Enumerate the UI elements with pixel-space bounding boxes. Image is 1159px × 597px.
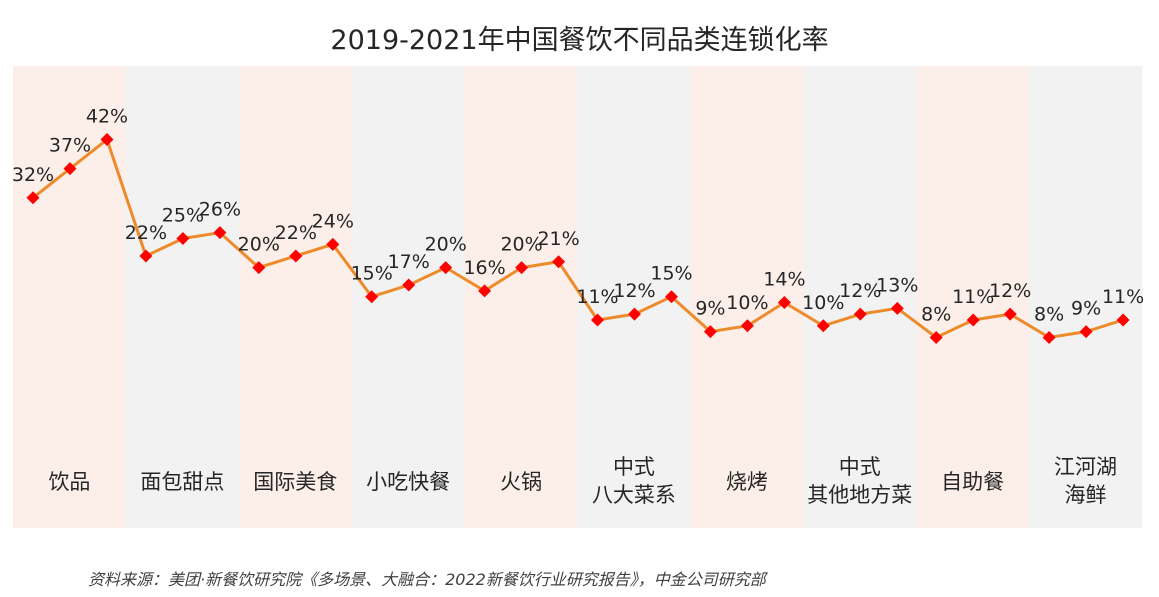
chart-title: 2019-2021年中国餐饮不同品类连锁化率 — [330, 25, 829, 56]
data-point-marker — [289, 249, 303, 263]
category-label: 中式 — [613, 455, 655, 479]
data-label: 20% — [500, 234, 542, 256]
data-point-marker — [63, 162, 77, 176]
data-point-marker — [439, 261, 453, 275]
data-label: 8% — [1034, 303, 1064, 325]
data-point-marker — [703, 325, 717, 339]
data-label: 42% — [86, 106, 128, 128]
category-label: 国际美食 — [253, 470, 337, 494]
data-label: 9% — [695, 298, 725, 320]
data-label: 8% — [921, 303, 951, 325]
data-point-marker — [816, 319, 830, 333]
data-label: 32% — [12, 164, 54, 186]
data-label: 22% — [275, 222, 317, 244]
data-point-marker — [100, 133, 114, 147]
data-label: 9% — [1071, 298, 1101, 320]
data-point-marker — [929, 330, 943, 344]
data-point-marker — [890, 301, 904, 315]
category-label: 面包甜点 — [140, 470, 224, 494]
category-label: 海鲜 — [1065, 483, 1107, 507]
data-label: 22% — [125, 222, 167, 244]
data-point-marker — [139, 249, 153, 263]
data-point-marker — [591, 313, 604, 327]
data-point-marker — [1079, 325, 1093, 339]
data-point-marker — [402, 278, 416, 292]
data-label: 12% — [839, 280, 881, 302]
data-point-marker — [365, 290, 379, 304]
data-point-marker — [26, 191, 40, 205]
data-label: 15% — [351, 263, 393, 285]
category-band — [464, 66, 578, 528]
data-label: 17% — [388, 251, 430, 273]
data-label: 11% — [1102, 286, 1144, 308]
category-label: 火锅 — [500, 470, 542, 494]
data-label: 13% — [876, 274, 918, 296]
data-point-marker — [740, 319, 754, 333]
data-point-marker — [1116, 313, 1130, 327]
data-point-marker — [966, 313, 980, 327]
data-label: 20% — [425, 234, 467, 256]
category-label: 烧烤 — [726, 470, 768, 494]
data-point-marker — [252, 261, 266, 275]
data-point-marker — [777, 296, 791, 310]
category-label: 自助餐 — [941, 470, 1004, 494]
data-point-marker — [1003, 307, 1017, 321]
category-label: 小吃快餐 — [366, 470, 450, 494]
category-label: 饮品 — [48, 470, 90, 494]
data-label: 26% — [199, 199, 241, 221]
data-point-marker — [1042, 330, 1056, 344]
category-label: 八大菜系 — [592, 483, 676, 507]
data-point-marker — [552, 255, 566, 269]
data-label: 20% — [238, 234, 280, 256]
data-point-marker — [515, 261, 529, 275]
category-label: 其他地方菜 — [807, 483, 912, 507]
category-label: 江河湖 — [1054, 455, 1117, 479]
data-point-marker — [853, 307, 867, 321]
category-band — [125, 66, 240, 528]
data-label: 15% — [650, 263, 692, 285]
data-label: 14% — [763, 269, 805, 291]
data-label: 12% — [989, 280, 1031, 302]
data-label: 24% — [312, 210, 354, 232]
data-point-marker — [628, 307, 641, 321]
data-point-marker — [478, 284, 492, 298]
data-label: 12% — [613, 280, 655, 302]
data-label: 37% — [49, 135, 91, 157]
data-label: 10% — [802, 292, 844, 314]
data-label: 11% — [952, 286, 994, 308]
data-label: 21% — [537, 228, 579, 250]
source-note: 资料来源：美团·新餐饮研究院《多场景、大融合：2022新餐饮行业研究报告》，中金… — [88, 570, 766, 589]
data-point-marker — [176, 232, 190, 245]
category-band — [1029, 66, 1143, 528]
data-label: 10% — [726, 292, 768, 314]
series-line — [32, 138, 1124, 339]
data-point-marker — [326, 237, 340, 251]
data-label: 16% — [463, 257, 505, 279]
category-band — [916, 66, 1030, 528]
category-band — [803, 66, 917, 528]
data-label: 25% — [162, 205, 204, 227]
data-point-marker — [665, 290, 678, 304]
category-label: 中式 — [839, 455, 881, 479]
category-band — [238, 66, 353, 528]
data-point-marker — [213, 226, 227, 240]
data-label: 11% — [576, 286, 618, 308]
